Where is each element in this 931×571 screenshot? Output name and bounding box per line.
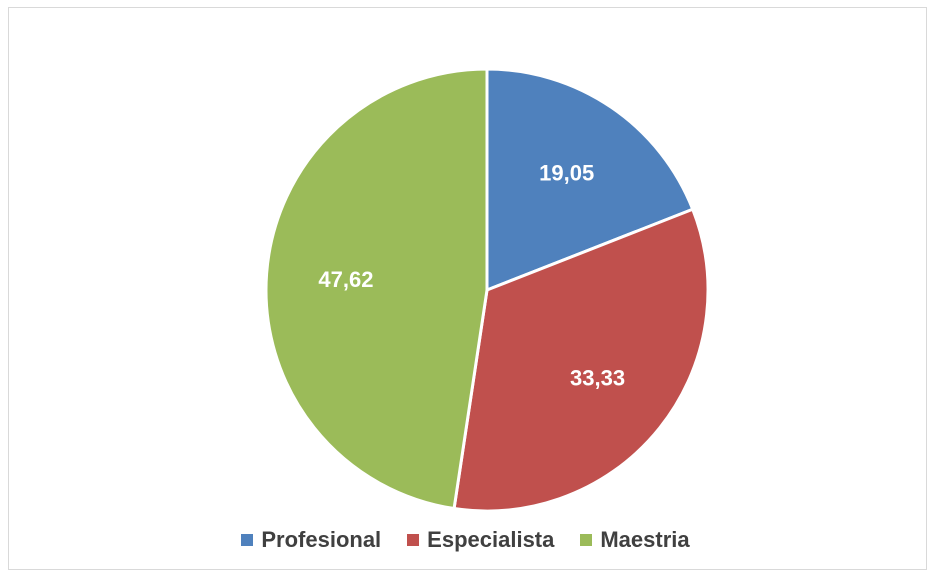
data-label-especialista: 33,33: [570, 366, 625, 391]
data-label-maestria: 47,62: [318, 267, 373, 292]
legend-label-profesional: Profesional: [261, 527, 382, 552]
legend-swatch-profesional: [241, 534, 254, 546]
legend-label-maestria: Maestria: [600, 527, 690, 552]
pie-slices: [264, 67, 710, 513]
chart-legend: Profesional Especialista Maestria: [0, 527, 931, 553]
pie-slice-profesional: [485, 67, 695, 292]
legend-item-profesional: Profesional: [241, 527, 381, 553]
legend-label-especialista: Especialista: [427, 527, 555, 552]
legend-swatch-maestria: [580, 534, 593, 546]
pie-slice-especialista: [452, 207, 710, 513]
pie-data-labels: 19,05 33,33 47,62: [318, 161, 625, 391]
legend-swatch-especialista: [407, 534, 420, 546]
legend-item-especialista: Especialista: [407, 527, 554, 553]
legend-item-maestria: Maestria: [580, 527, 690, 553]
data-label-profesional: 19,05: [539, 161, 594, 186]
pie-slice-maestria: [264, 67, 489, 511]
